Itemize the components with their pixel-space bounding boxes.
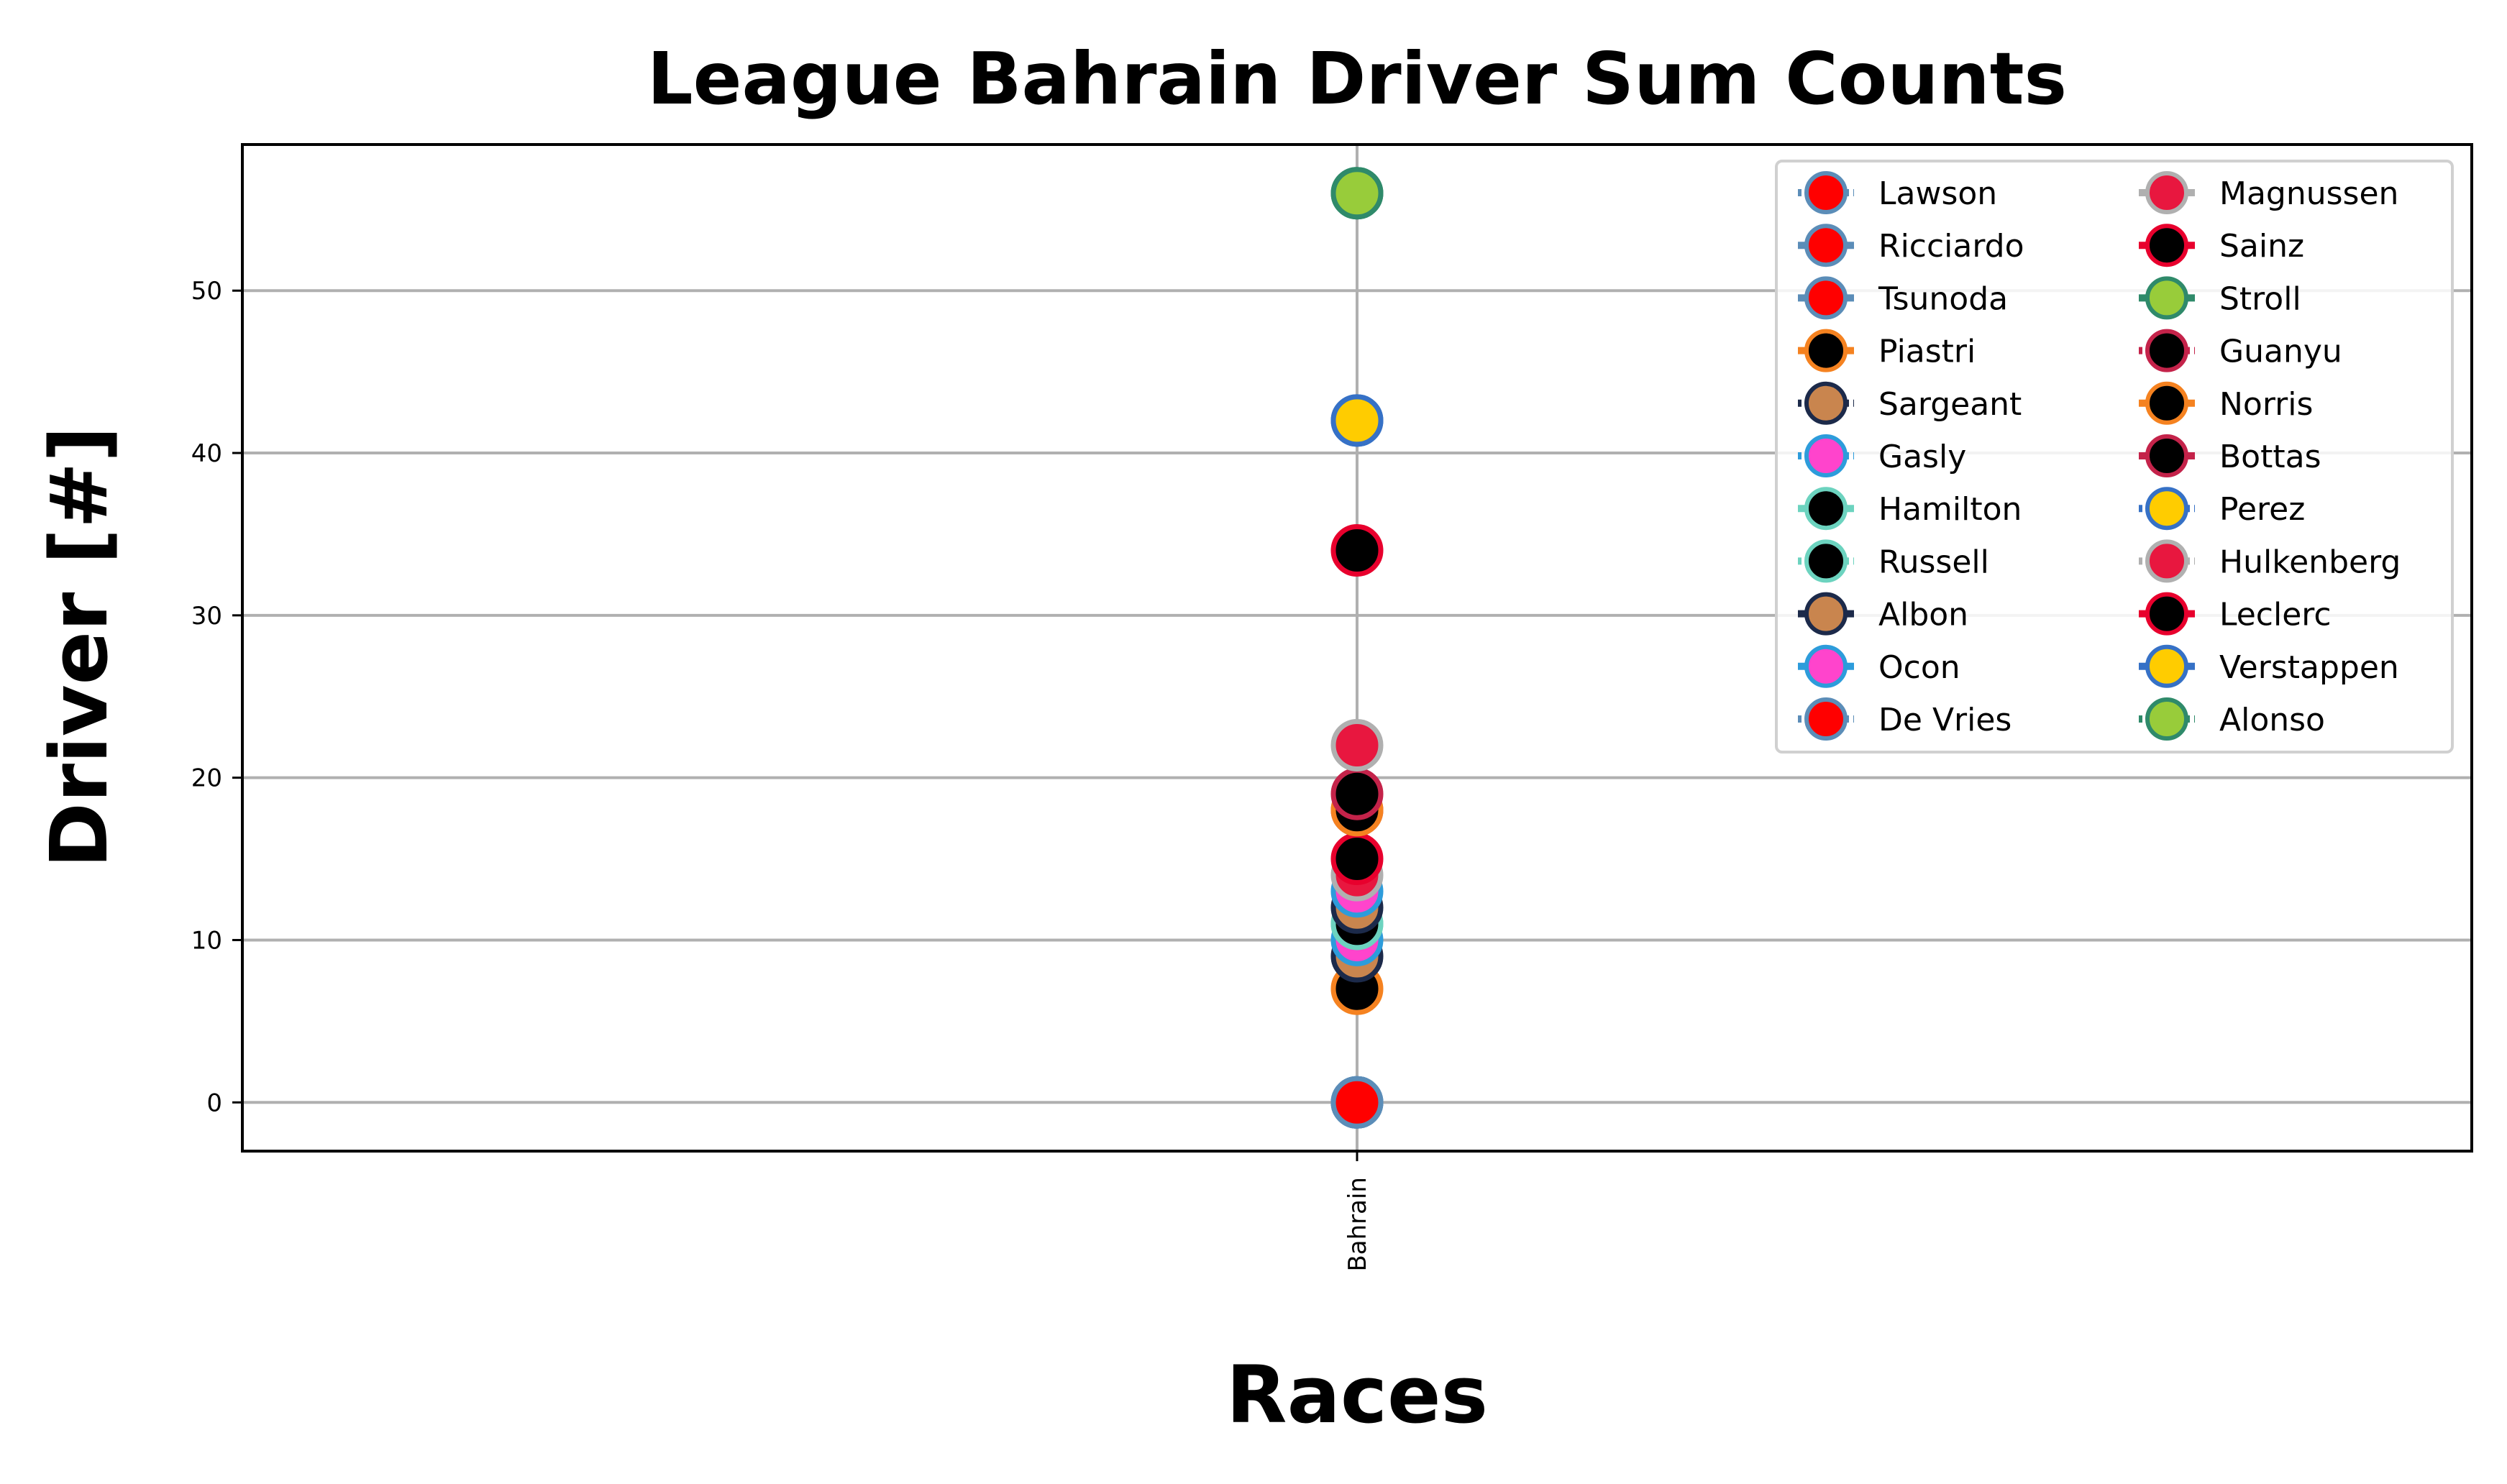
legend-marker-swatch bbox=[2145, 592, 2188, 636]
legend-marker-swatch bbox=[1804, 697, 1848, 741]
legend-marker-swatch bbox=[1804, 381, 1848, 425]
legend-marker-swatch bbox=[2145, 276, 2188, 320]
legend-marker-swatch bbox=[1804, 487, 1848, 531]
legend-label: Albon bbox=[1878, 597, 1968, 633]
chart-title: League Bahrain Driver Sum Counts bbox=[647, 37, 2067, 121]
data-point-sainz bbox=[1330, 833, 1384, 886]
data-point-alonso bbox=[1330, 167, 1384, 220]
legend-label: Lawson bbox=[1878, 175, 1997, 212]
legend-marker-swatch bbox=[1804, 224, 1848, 267]
legend-marker-swatch bbox=[1804, 276, 1848, 320]
y-tick-label: 50 bbox=[191, 277, 222, 306]
legend-entry-gasly: Gasly bbox=[1798, 434, 1966, 477]
legend-label: Hamilton bbox=[1878, 491, 2022, 528]
legend-marker-swatch bbox=[2145, 224, 2188, 267]
legend-label: Perez bbox=[2219, 491, 2305, 528]
data-point-leclerc bbox=[1330, 524, 1384, 577]
legend-label: Tsunoda bbox=[1878, 280, 2008, 317]
legend-marker-swatch bbox=[2145, 697, 2188, 741]
y-tick-label: 10 bbox=[191, 926, 222, 955]
legend-label: Piastri bbox=[1878, 334, 1976, 370]
legend-entry-hulkenberg: Hulkenberg bbox=[2139, 539, 2401, 583]
data-point-de-vries bbox=[1330, 1076, 1384, 1129]
legend-label: Sargeant bbox=[1878, 386, 2022, 423]
legend-box bbox=[1775, 160, 2454, 754]
x-tick-label: Bahrain bbox=[1343, 1177, 1372, 1272]
legend-label: Verstappen bbox=[2219, 649, 2399, 686]
legend-marker-swatch bbox=[2145, 329, 2188, 372]
legend-marker-swatch bbox=[1804, 644, 1848, 688]
legend-label: Magnussen bbox=[2219, 175, 2398, 212]
legend-label: Bottas bbox=[2219, 439, 2321, 475]
legend-entry-magnussen: Magnussen bbox=[2139, 171, 2398, 214]
axis-ticks: 0 10 20 30 40 50 Bahrain bbox=[191, 277, 1372, 1271]
legend-label: Ricciardo bbox=[1878, 228, 2024, 265]
legend-marker-swatch bbox=[2145, 539, 2188, 583]
legend-entry-sainz: Sainz bbox=[2139, 224, 2304, 267]
legend-entry-hamilton: Hamilton bbox=[1798, 487, 2022, 531]
legend-entry-verstappen: Verstappen bbox=[2139, 644, 2399, 688]
legend-label: Guanyu bbox=[2219, 334, 2342, 370]
legend-entry-perez: Perez bbox=[2139, 487, 2305, 531]
legend-marker-swatch bbox=[2145, 381, 2188, 425]
legend-label: De Vries bbox=[1878, 702, 2011, 738]
legend-marker-swatch bbox=[1804, 171, 1848, 214]
legend-entry-lawson: Lawson bbox=[1798, 171, 1997, 214]
data-point-bottas bbox=[1330, 767, 1384, 820]
y-tick-label: 0 bbox=[206, 1089, 222, 1117]
data-point-hulkenberg bbox=[1330, 718, 1384, 771]
legend-label: Hulkenberg bbox=[2219, 544, 2401, 580]
legend-label: Stroll bbox=[2219, 280, 2301, 317]
legend-entry-leclerc: Leclerc bbox=[2139, 592, 2332, 636]
legend-label: Russell bbox=[1878, 544, 1989, 580]
legend-entry-guanyu: Guanyu bbox=[2139, 329, 2342, 372]
legend-marker-swatch bbox=[2145, 644, 2188, 688]
legend-marker-swatch bbox=[2145, 434, 2188, 477]
legend-label: Sainz bbox=[2219, 228, 2304, 265]
x-axis-label: Races bbox=[1226, 1349, 1488, 1441]
legend-entry-norris: Norris bbox=[2139, 381, 2313, 425]
legend-label: Alonso bbox=[2219, 702, 2325, 738]
legend-marker-swatch bbox=[2145, 487, 2188, 531]
legend-label: Norris bbox=[2219, 386, 2313, 423]
legend-entry-ocon: Ocon bbox=[1798, 644, 1960, 688]
data-point-verstappen bbox=[1330, 394, 1384, 447]
y-tick-label: 20 bbox=[191, 764, 222, 793]
legend: Lawson Ricciardo Tsunoda Piastri Sargeant Gas… bbox=[1775, 160, 2454, 754]
legend-marker-swatch bbox=[1804, 329, 1848, 372]
y-tick-label: 30 bbox=[191, 602, 222, 631]
legend-entry-russell: Russell bbox=[1798, 539, 1989, 583]
legend-marker-swatch bbox=[1804, 434, 1848, 477]
legend-label: Leclerc bbox=[2219, 597, 2332, 633]
legend-entry-alonso: Alonso bbox=[2139, 697, 2325, 741]
legend-label: Gasly bbox=[1878, 439, 1966, 475]
legend-entry-tsunoda: Tsunoda bbox=[1798, 276, 2008, 320]
data-marks bbox=[1330, 167, 1384, 1129]
legend-marker-swatch bbox=[1804, 539, 1848, 583]
legend-entry-de-vries: De Vries bbox=[1798, 697, 2011, 741]
legend-marker-swatch bbox=[1804, 592, 1848, 636]
legend-marker-swatch bbox=[2145, 171, 2188, 214]
legend-entry-ricciardo: Ricciardo bbox=[1798, 224, 2024, 267]
legend-entry-sargeant: Sargeant bbox=[1798, 381, 2022, 425]
y-tick-label: 40 bbox=[191, 439, 222, 468]
legend-entry-stroll: Stroll bbox=[2139, 276, 2301, 320]
legend-entry-piastri: Piastri bbox=[1798, 329, 1976, 372]
legend-label: Ocon bbox=[1878, 649, 1960, 686]
legend-entry-albon: Albon bbox=[1798, 592, 1968, 636]
legend-entry-bottas: Bottas bbox=[2139, 434, 2321, 477]
y-axis-label: Driver [#] bbox=[33, 426, 125, 869]
